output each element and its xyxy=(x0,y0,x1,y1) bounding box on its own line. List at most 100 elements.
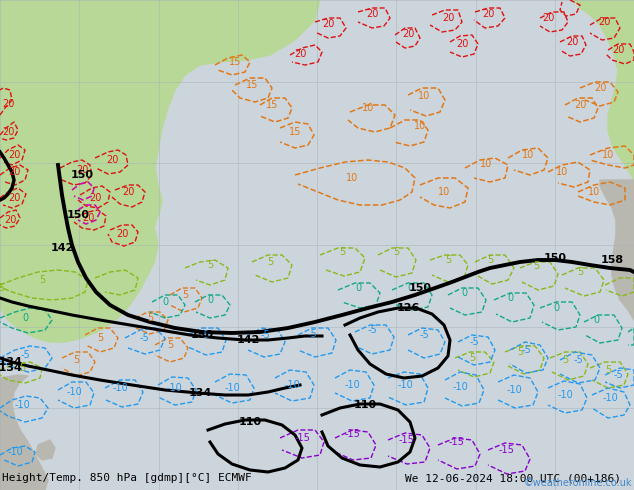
Text: 10: 10 xyxy=(556,167,568,177)
Text: Height/Temp. 850 hPa [gdmp][°C] ECMWF: Height/Temp. 850 hPa [gdmp][°C] ECMWF xyxy=(2,473,252,483)
Text: -10: -10 xyxy=(452,382,468,392)
Text: 5: 5 xyxy=(339,247,345,257)
Text: 20: 20 xyxy=(122,187,134,197)
Text: 0: 0 xyxy=(593,315,599,325)
Text: -15: -15 xyxy=(448,437,464,447)
Polygon shape xyxy=(600,180,634,320)
Text: 10: 10 xyxy=(522,150,534,160)
Text: 20: 20 xyxy=(542,13,554,23)
Text: -5: -5 xyxy=(419,330,429,340)
Text: 5: 5 xyxy=(562,355,568,365)
Text: -10: -10 xyxy=(602,393,618,403)
Text: 0: 0 xyxy=(407,283,413,293)
Text: 158: 158 xyxy=(600,255,624,265)
Polygon shape xyxy=(0,0,15,130)
Text: 10: 10 xyxy=(418,91,430,101)
Text: 0: 0 xyxy=(355,283,361,293)
Text: 5: 5 xyxy=(182,290,188,300)
Text: 20: 20 xyxy=(8,193,20,203)
Text: 126: 126 xyxy=(396,303,420,313)
Text: 10: 10 xyxy=(480,159,492,169)
Text: -10: -10 xyxy=(506,385,522,395)
Text: 20: 20 xyxy=(442,13,454,23)
Text: -5: -5 xyxy=(139,333,149,343)
Text: 5: 5 xyxy=(39,275,45,285)
Text: 5: 5 xyxy=(445,255,451,265)
Text: 150: 150 xyxy=(70,170,93,180)
Text: 150: 150 xyxy=(190,330,214,340)
Text: 110: 110 xyxy=(238,417,262,427)
Text: 20: 20 xyxy=(106,155,118,165)
Text: 20: 20 xyxy=(456,39,468,49)
Polygon shape xyxy=(570,0,634,180)
Text: 20: 20 xyxy=(89,193,101,203)
Text: 5: 5 xyxy=(207,260,213,270)
Text: -15: -15 xyxy=(344,429,360,439)
Text: 20: 20 xyxy=(594,83,606,93)
Text: 10: 10 xyxy=(414,121,426,131)
Text: -10: -10 xyxy=(166,383,182,393)
Text: 20: 20 xyxy=(566,37,578,47)
Text: 20: 20 xyxy=(76,165,88,175)
Text: 0: 0 xyxy=(461,288,467,298)
Text: 10: 10 xyxy=(346,173,358,183)
Text: -5: -5 xyxy=(573,355,583,365)
Text: -134: -134 xyxy=(0,363,22,373)
Polygon shape xyxy=(0,375,48,490)
Text: -10: -10 xyxy=(7,447,23,457)
Text: -5: -5 xyxy=(0,283,5,293)
Text: 5: 5 xyxy=(577,267,583,277)
Text: 10: 10 xyxy=(602,150,614,160)
Text: 10: 10 xyxy=(438,187,450,197)
Text: -10: -10 xyxy=(557,390,573,400)
Text: 0: 0 xyxy=(162,297,168,307)
Text: 5: 5 xyxy=(393,247,399,257)
Polygon shape xyxy=(0,0,320,342)
Text: 20: 20 xyxy=(116,229,128,239)
Text: 5: 5 xyxy=(97,333,103,343)
Polygon shape xyxy=(36,440,55,460)
Text: 5: 5 xyxy=(605,365,611,375)
Text: 0: 0 xyxy=(22,313,28,323)
Text: -5: -5 xyxy=(260,330,270,340)
Text: 20: 20 xyxy=(366,9,378,19)
Text: -10: -10 xyxy=(284,380,300,390)
Text: 0: 0 xyxy=(507,293,513,303)
Text: 20: 20 xyxy=(8,167,20,177)
Text: -15: -15 xyxy=(294,433,310,443)
Text: 5: 5 xyxy=(19,363,25,373)
Text: 150: 150 xyxy=(67,210,89,220)
Text: 5: 5 xyxy=(517,347,523,357)
Text: 5: 5 xyxy=(167,340,173,350)
Text: 20: 20 xyxy=(482,9,494,19)
Text: 0: 0 xyxy=(553,303,559,313)
Text: -10: -10 xyxy=(112,383,128,393)
Text: 5: 5 xyxy=(267,257,273,267)
Text: 110: 110 xyxy=(353,400,377,410)
Text: 10: 10 xyxy=(362,103,374,113)
Text: 5: 5 xyxy=(533,261,539,271)
Text: -15: -15 xyxy=(498,445,514,455)
Text: 20: 20 xyxy=(2,99,14,109)
Text: -5: -5 xyxy=(200,330,210,340)
Text: -10: -10 xyxy=(14,400,30,410)
Text: -10: -10 xyxy=(344,380,360,390)
Text: 5: 5 xyxy=(469,353,475,363)
Text: 15: 15 xyxy=(246,80,258,90)
Text: 150: 150 xyxy=(408,283,432,293)
Text: -5: -5 xyxy=(367,325,377,335)
Text: -10: -10 xyxy=(224,383,240,393)
Text: 15: 15 xyxy=(229,57,241,67)
Text: 5: 5 xyxy=(73,355,79,365)
Text: -5: -5 xyxy=(613,370,623,380)
Text: -134: -134 xyxy=(0,357,22,367)
Text: -15: -15 xyxy=(398,435,414,445)
Text: 20: 20 xyxy=(574,100,586,110)
Text: 5: 5 xyxy=(487,255,493,265)
Text: 20: 20 xyxy=(598,17,610,27)
Text: 20: 20 xyxy=(294,49,306,59)
Text: 20: 20 xyxy=(402,29,414,39)
Text: 150: 150 xyxy=(543,253,567,263)
Text: 142: 142 xyxy=(236,335,260,345)
Text: 20: 20 xyxy=(612,45,624,55)
